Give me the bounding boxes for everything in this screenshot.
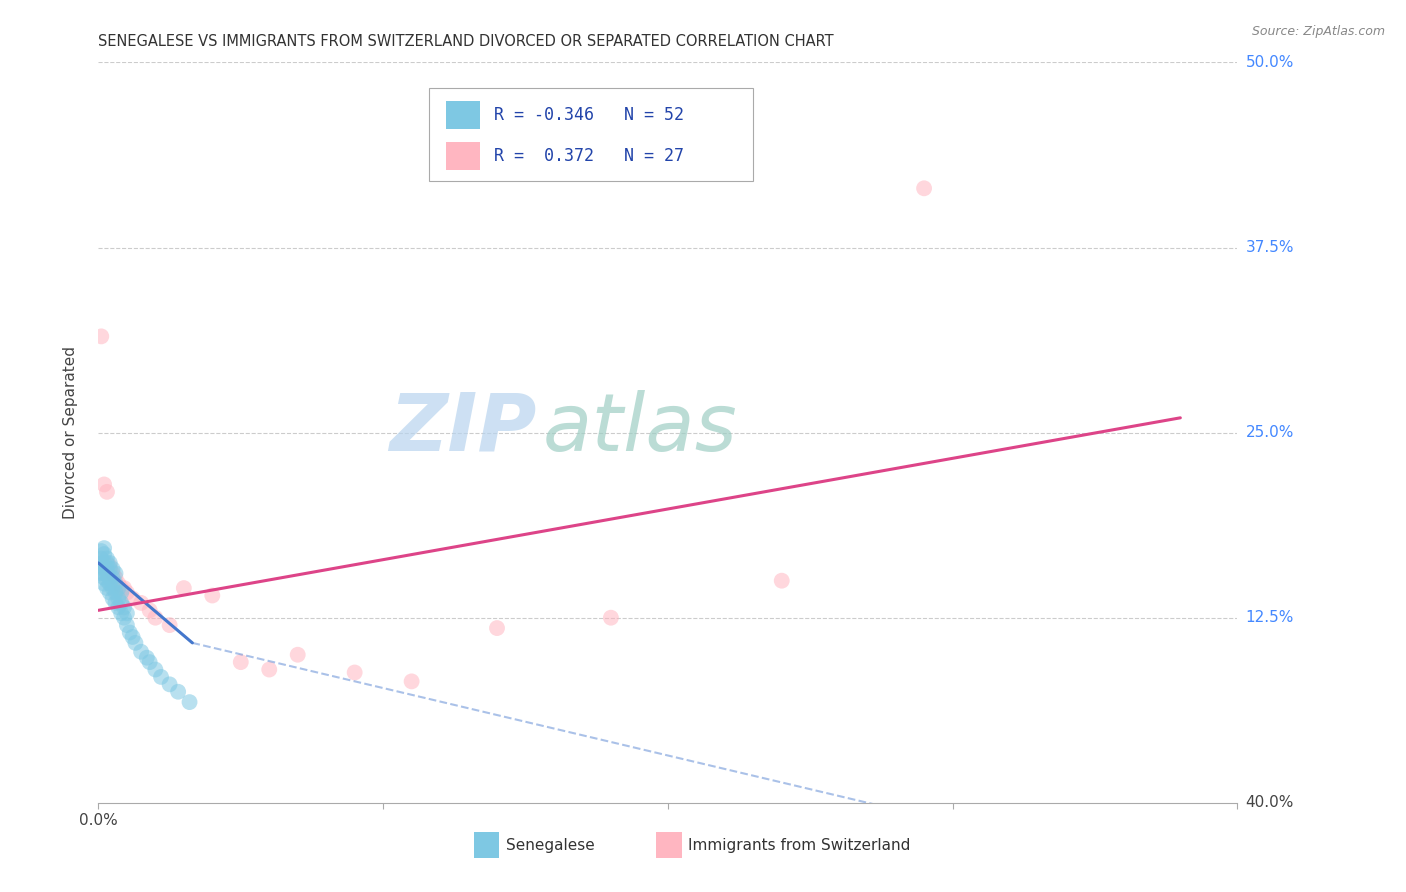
- Point: [107, 576, 129, 591]
- Bar: [446, 142, 479, 169]
- Point: [115, 585, 138, 599]
- FancyBboxPatch shape: [429, 88, 754, 181]
- Point: [129, 596, 152, 610]
- Point: [90, 551, 112, 566]
- Point: [96, 574, 118, 588]
- Point: [96, 566, 118, 581]
- Point: [486, 621, 509, 635]
- Point: [110, 596, 132, 610]
- Point: [93, 556, 115, 570]
- Point: [90, 558, 112, 573]
- Point: [104, 585, 127, 599]
- Point: [912, 181, 935, 195]
- Point: [93, 477, 115, 491]
- Point: [101, 581, 124, 595]
- Text: 25.0%: 25.0%: [1246, 425, 1294, 440]
- Point: [145, 610, 167, 624]
- Point: [96, 556, 118, 570]
- Point: [107, 591, 129, 606]
- Point: [159, 677, 181, 691]
- Point: [90, 566, 112, 581]
- Point: [129, 645, 152, 659]
- Point: [145, 663, 167, 677]
- Point: [124, 636, 146, 650]
- Text: atlas: atlas: [543, 390, 737, 468]
- Point: [93, 562, 115, 576]
- Bar: [474, 832, 499, 858]
- Point: [343, 665, 366, 680]
- Point: [104, 566, 127, 581]
- Point: [173, 581, 195, 595]
- Point: [96, 581, 118, 595]
- Bar: [657, 832, 682, 858]
- Point: [104, 571, 127, 585]
- Point: [229, 655, 252, 669]
- Point: [90, 329, 112, 343]
- Point: [90, 556, 112, 570]
- Point: [90, 544, 112, 558]
- Point: [201, 589, 224, 603]
- Text: ZIP: ZIP: [389, 390, 537, 468]
- Point: [93, 547, 115, 561]
- Point: [104, 576, 127, 591]
- Point: [104, 596, 127, 610]
- Point: [770, 574, 793, 588]
- Point: [112, 600, 135, 615]
- Point: [259, 663, 281, 677]
- Point: [107, 600, 129, 615]
- Point: [179, 695, 201, 709]
- Point: [96, 551, 118, 566]
- Text: 12.5%: 12.5%: [1246, 610, 1294, 625]
- Point: [121, 630, 143, 644]
- Point: [401, 674, 423, 689]
- Point: [159, 618, 181, 632]
- Point: [110, 581, 132, 595]
- Point: [167, 685, 190, 699]
- Text: Senegalese: Senegalese: [506, 838, 595, 853]
- Text: R = -0.346   N = 52: R = -0.346 N = 52: [494, 106, 683, 124]
- Text: Source: ZipAtlas.com: Source: ZipAtlas.com: [1251, 25, 1385, 38]
- Point: [93, 571, 115, 585]
- Point: [101, 571, 124, 585]
- Point: [135, 650, 157, 665]
- Point: [101, 562, 124, 576]
- Point: [110, 607, 132, 621]
- Point: [101, 566, 124, 581]
- Text: R =  0.372   N = 27: R = 0.372 N = 27: [494, 146, 683, 165]
- Text: SENEGALESE VS IMMIGRANTS FROM SWITZERLAND DIVORCED OR SEPARATED CORRELATION CHAR: SENEGALESE VS IMMIGRANTS FROM SWITZERLAN…: [98, 34, 834, 49]
- Point: [112, 581, 135, 595]
- Point: [107, 581, 129, 595]
- Point: [98, 576, 121, 591]
- Point: [98, 556, 121, 570]
- Point: [150, 670, 173, 684]
- Point: [98, 558, 121, 573]
- Y-axis label: Divorced or Separated: Divorced or Separated: [63, 346, 77, 519]
- Text: 50.0%: 50.0%: [1246, 55, 1294, 70]
- Point: [112, 610, 135, 624]
- Point: [93, 541, 115, 555]
- Point: [98, 571, 121, 585]
- Point: [93, 566, 115, 581]
- Point: [110, 585, 132, 599]
- Point: [98, 585, 121, 599]
- Text: 37.5%: 37.5%: [1246, 240, 1294, 255]
- Point: [96, 562, 118, 576]
- Point: [96, 566, 118, 581]
- Point: [138, 655, 160, 669]
- Text: 40.0%: 40.0%: [1246, 796, 1294, 810]
- Point: [115, 618, 138, 632]
- Point: [98, 562, 121, 576]
- Point: [121, 591, 143, 606]
- Point: [115, 607, 138, 621]
- Point: [138, 603, 160, 617]
- Point: [118, 625, 141, 640]
- Bar: [446, 101, 479, 129]
- Point: [287, 648, 309, 662]
- Point: [101, 591, 124, 606]
- Point: [93, 576, 115, 591]
- Text: Immigrants from Switzerland: Immigrants from Switzerland: [689, 838, 911, 853]
- Point: [96, 484, 118, 499]
- Point: [600, 610, 623, 624]
